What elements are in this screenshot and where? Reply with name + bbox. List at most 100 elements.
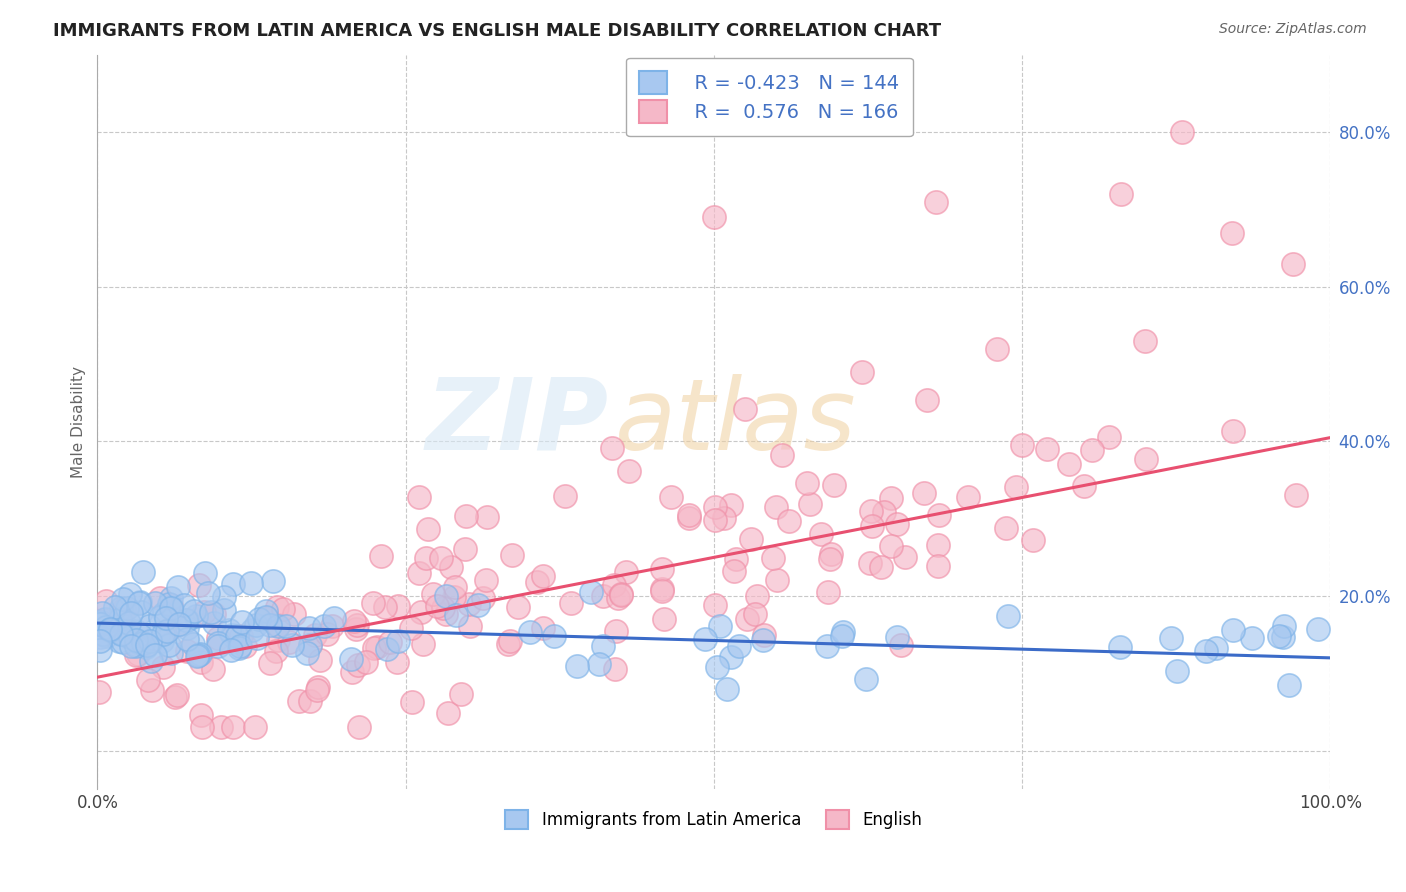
Point: [89, 616, 111, 631]
Point: [1306, 622, 1329, 636]
Point: [430, 550, 453, 565]
Point: [307, 680, 329, 694]
Point: [678, 508, 700, 523]
Point: [149, 610, 172, 624]
Point: [1109, 640, 1132, 655]
Point: [229, 629, 252, 643]
Point: [912, 485, 935, 500]
Point: [456, 508, 478, 523]
Point: [240, 623, 263, 637]
Point: [560, 596, 582, 610]
Point: [218, 623, 240, 637]
Point: [202, 615, 225, 630]
Point: [873, 505, 896, 519]
Point: [1135, 334, 1157, 348]
Point: [778, 514, 800, 528]
Point: [1241, 631, 1264, 645]
Point: [304, 628, 326, 642]
Point: [347, 658, 370, 673]
Point: [115, 600, 138, 615]
Point: [157, 597, 180, 611]
Point: [614, 565, 637, 579]
Point: [197, 586, 219, 600]
Point: [174, 613, 197, 627]
Point: [1220, 226, 1243, 240]
Point: [475, 574, 498, 588]
Point: [202, 662, 225, 676]
Point: [734, 401, 756, 416]
Point: [526, 575, 548, 590]
Point: [176, 643, 198, 657]
Point: [418, 522, 440, 536]
Point: [704, 500, 727, 514]
Text: IMMIGRANTS FROM LATIN AMERICA VS ENGLISH MALE DISABILITY CORRELATION CHART: IMMIGRANTS FROM LATIN AMERICA VS ENGLISH…: [53, 22, 942, 40]
Point: [212, 603, 235, 617]
Point: [160, 646, 183, 660]
Point: [651, 584, 673, 599]
Point: [704, 513, 727, 527]
Point: [886, 516, 908, 531]
Point: [724, 552, 747, 566]
Point: [190, 708, 212, 723]
Point: [605, 624, 627, 638]
Point: [186, 648, 208, 663]
Point: [444, 580, 467, 594]
Point: [149, 591, 172, 605]
Y-axis label: Male Disability: Male Disability: [72, 367, 86, 478]
Point: [366, 640, 388, 655]
Point: [399, 621, 422, 635]
Point: [651, 562, 673, 576]
Point: [610, 587, 633, 601]
Point: [321, 618, 343, 632]
Point: [810, 527, 832, 541]
Point: [131, 566, 153, 580]
Point: [183, 604, 205, 618]
Point: [1195, 644, 1218, 658]
Point: [315, 627, 337, 641]
Point: [1284, 488, 1306, 502]
Point: [187, 578, 209, 592]
Point: [1268, 629, 1291, 643]
Point: [200, 606, 222, 620]
Point: [434, 589, 457, 603]
Point: [110, 627, 132, 641]
Point: [112, 592, 135, 607]
Point: [114, 619, 136, 633]
Point: [617, 465, 640, 479]
Point: [298, 638, 321, 652]
Point: [156, 624, 179, 638]
Point: [160, 591, 183, 605]
Point: [678, 510, 700, 524]
Point: [129, 605, 152, 619]
Point: [165, 690, 187, 704]
Point: [602, 578, 624, 592]
Point: [761, 550, 783, 565]
Point: [1166, 664, 1188, 678]
Point: [831, 629, 853, 643]
Point: [273, 602, 295, 616]
Point: [129, 594, 152, 608]
Point: [194, 566, 217, 581]
Point: [209, 720, 232, 734]
Point: [135, 640, 157, 654]
Point: [176, 621, 198, 635]
Point: [155, 611, 177, 625]
Point: [880, 539, 903, 553]
Point: [1222, 424, 1244, 438]
Point: [228, 640, 250, 655]
Point: [159, 601, 181, 615]
Point: [89, 616, 111, 631]
Point: [565, 659, 588, 673]
Point: [745, 589, 768, 603]
Point: [997, 608, 1019, 623]
Point: [440, 559, 463, 574]
Point: [609, 588, 631, 602]
Point: [173, 598, 195, 612]
Point: [231, 615, 253, 629]
Point: [704, 598, 727, 612]
Point: [264, 644, 287, 658]
Point: [143, 596, 166, 610]
Point: [207, 632, 229, 646]
Point: [266, 599, 288, 614]
Point: [176, 632, 198, 647]
